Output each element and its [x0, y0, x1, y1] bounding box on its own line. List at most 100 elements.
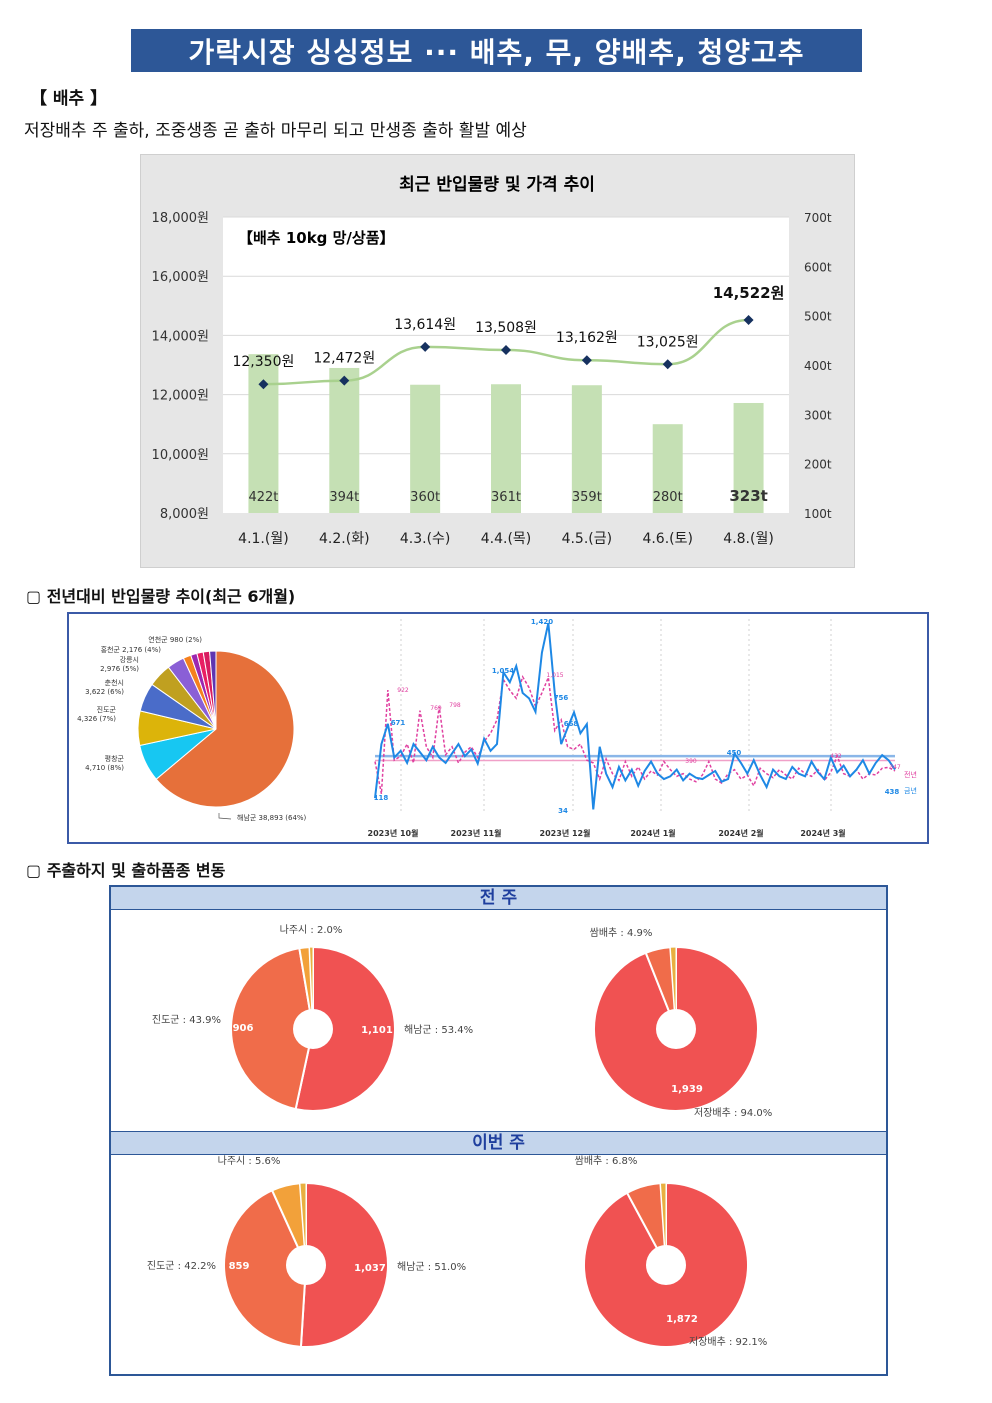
category-label: 4.8.(월) — [723, 531, 774, 547]
donut-slice — [223, 1189, 308, 1348]
donut-slice-other — [659, 1182, 667, 1266]
prev-value-label: 769 — [430, 705, 442, 712]
volume-bar — [571, 385, 602, 513]
current-year-series — [374, 622, 896, 810]
month-label: 2024년 2월 — [718, 828, 763, 838]
prev-value-label: 390 — [685, 758, 697, 765]
category-label: 4.2.(화) — [319, 531, 370, 547]
donut-category-label: 나주시 : 2.0% — [280, 924, 343, 936]
origin-pie-label: 진도군 — [97, 705, 117, 714]
donut-value-label: 859 — [229, 1261, 250, 1272]
donut-value-label: 906 — [233, 1023, 254, 1034]
donut-category-label: 해남군 : 53.4% — [404, 1023, 473, 1036]
current-value-label: 1,054 — [492, 667, 514, 675]
month-label: 2023년 10월 — [368, 828, 419, 838]
volume-bar — [733, 402, 764, 513]
price-label: 12,350원 — [232, 354, 294, 370]
donut-slice — [593, 945, 759, 1112]
last-week-pies: 1,101 906 해남군 : 53.4% 진도군 : 43.9% 나주시 : 2.0%… — [152, 924, 772, 1119]
price-marker — [662, 359, 673, 370]
volume-label: 323t — [729, 487, 767, 505]
chart-subtitle: 【배추 10kg 망/상품】 — [238, 229, 395, 247]
this-week-pies: 1,037 859 해남군 : 51.0% 진도군 : 42.2% 나주시 : 5.6%… — [147, 1155, 767, 1348]
donut-category-label: 쌈배추 : 6.8% — [575, 1155, 638, 1167]
price-volume-chart-svg: 최근 반입물량 및 가격 추이 8,000원 10,000원 12,000원 14,00… — [152, 175, 832, 547]
volume-label: 394t — [329, 490, 359, 505]
donut-category-label: 진도군 : 43.9% — [152, 1014, 221, 1026]
legend-current: 금년 — [904, 786, 917, 795]
donut-category-label: 쌈배추 : 4.9% — [590, 927, 653, 939]
prev-value-label: 347 — [889, 764, 901, 771]
right-tick-label: 700t — [804, 211, 832, 225]
origin-pie-label: 해남군 38,893 (64%) — [237, 813, 307, 822]
section-label: 【 배추 】 — [30, 89, 108, 109]
prev-value-label: 432 — [830, 753, 842, 760]
origin-pie-label: 강릉시 — [120, 655, 139, 664]
category-label: 4.1.(월) — [238, 531, 289, 547]
donut-value-label: 1,101 — [361, 1025, 393, 1036]
left-tick-label: 18,000원 — [152, 211, 209, 226]
origin-pie-slice-other — [209, 650, 217, 730]
price-marker — [743, 314, 754, 325]
prev-value-label: 922 — [397, 687, 409, 694]
page-title: 가락시장 싱싱정보 ··· 배추, 무, 양배추, 청양고추 — [131, 29, 862, 72]
prev-value-label: 1,015 — [546, 672, 563, 679]
volume-label: 360t — [410, 490, 440, 505]
band-last-week: 전 주 — [111, 886, 886, 910]
current-value-label: 438 — [885, 788, 900, 796]
origin-section-title: ▢ 전년대비 반입물량 추이(최근 6개월) — [26, 587, 296, 606]
origin-trend-panel: 해남군 38,893 (64%) 평창군 4,710 (8%) 진도군 4,326 (7… — [67, 612, 929, 844]
donut-slice-other — [299, 1182, 307, 1266]
right-tick-label: 200t — [804, 458, 832, 472]
right-tick-label: 400t — [804, 359, 832, 373]
category-label: 4.4.(목) — [481, 531, 532, 547]
month-label: 2024년 3월 — [800, 828, 845, 838]
volume-bar — [491, 384, 521, 513]
origin-pie-label-value: 3,622 (6%) — [85, 688, 124, 696]
donut-category-label: 저장배추 : 94.0% — [694, 1107, 772, 1119]
month-label: 2023년 11월 — [451, 828, 502, 838]
price-label: 12,472원 — [313, 351, 375, 367]
donut-value-label: 1,037 — [354, 1263, 386, 1274]
right-tick-label: 600t — [804, 260, 832, 274]
lead-summary: 저장배추 주 출하, 조중생종 곧 출하 마무리 되고 만생종 출하 활발 예상 — [24, 121, 527, 141]
price-label: 13,162원 — [556, 330, 618, 346]
price-marker — [581, 355, 592, 366]
donut-slice-other — [669, 946, 677, 1030]
current-value-label: 668 — [564, 720, 579, 728]
origin-pie-label: 춘천시 — [105, 678, 124, 687]
origin-pie-leader — [218, 813, 232, 820]
price-label: 13,508원 — [475, 320, 537, 336]
donut-slice-other — [308, 946, 314, 1030]
price-label: 13,025원 — [637, 334, 699, 350]
origin-pie-label-value: 4,326 (7%) — [77, 715, 116, 723]
current-value-label: 1,420 — [531, 618, 553, 626]
price-marker — [501, 344, 511, 355]
band-this-week: 이번 주 — [111, 1131, 886, 1155]
price-marker — [420, 341, 431, 352]
donut-slice — [294, 945, 396, 1112]
donut-hole — [646, 1245, 686, 1285]
left-tick-label: 10,000원 — [152, 448, 209, 463]
origin-pie-label-value: 4,710 (8%) — [85, 764, 124, 772]
donut-value-label: 1,872 — [666, 1314, 698, 1325]
prev-value-label: 798 — [449, 702, 461, 709]
donut-hole — [286, 1245, 326, 1285]
origin-pie-label: 평창군 — [105, 754, 125, 763]
donut-slice — [230, 946, 315, 1111]
category-label: 4.5.(금) — [562, 531, 613, 547]
origin-pie-label: 연천군 980 (2%) — [148, 635, 202, 644]
variety-section-title: ▢ 주출하지 및 출하품종 변동 — [26, 861, 226, 880]
volume-label: 280t — [653, 490, 683, 505]
donut-category-label: 해남군 : 51.0% — [397, 1260, 466, 1273]
right-tick-label: 100t — [804, 507, 832, 521]
current-value-label: 118 — [374, 794, 389, 802]
price-marker — [339, 375, 350, 386]
current-value-label: 450 — [727, 749, 742, 757]
price-marker — [258, 379, 269, 390]
price-label: 14,522원 — [713, 284, 785, 302]
donut-category-label: 저장배추 : 92.1% — [689, 1336, 767, 1348]
donut-hole — [293, 1009, 333, 1049]
volume-label: 422t — [248, 490, 278, 505]
